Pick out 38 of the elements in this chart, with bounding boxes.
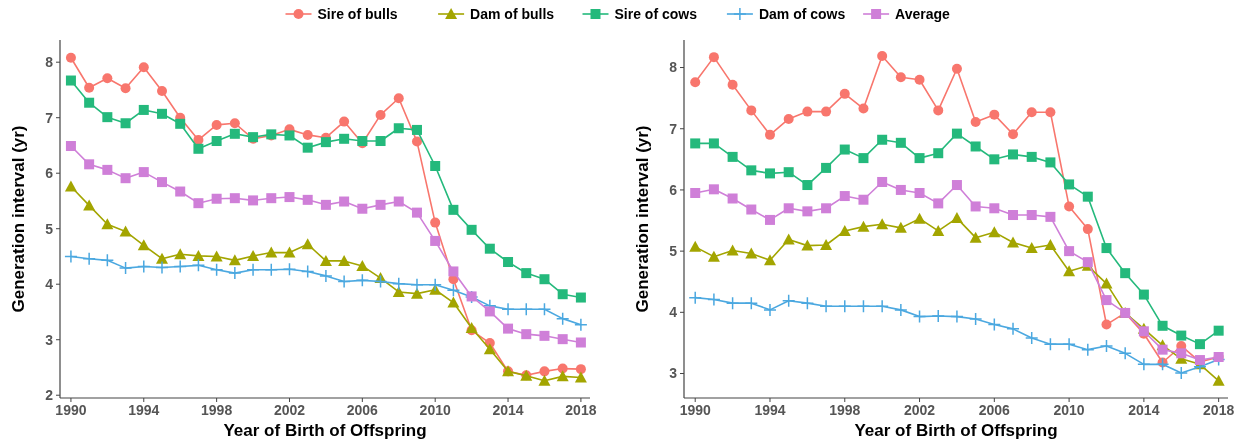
x-axis-title: Year of Birth of Offspring: [854, 421, 1058, 440]
x-tick-label: 2010: [1053, 402, 1085, 418]
x-tick-label: 1990: [679, 402, 711, 418]
y-tick-label: 6: [669, 181, 678, 198]
y-tick-label: 8: [45, 54, 54, 71]
legend-label: Dam of cows: [758, 5, 846, 22]
y-tick-label: 5: [669, 243, 678, 260]
legend-label: Dam of bulls: [470, 5, 555, 22]
y-tick-label: 7: [669, 120, 678, 137]
y-tick-label: 4: [45, 276, 54, 293]
y-tick-label: 5: [45, 220, 54, 237]
x-tick-label: 1994: [754, 402, 786, 418]
x-tick-label: 2018: [1203, 402, 1235, 418]
x-tick-label: 2006: [978, 402, 1011, 418]
y-axis-title: Generation interval (yr): [9, 125, 28, 313]
x-tick-label: 2002: [273, 402, 306, 418]
x-tick-label: 2002: [903, 402, 936, 418]
y-tick-label: 6: [45, 165, 54, 182]
x-tick-label: 1998: [201, 402, 233, 418]
legend-label: Average: [895, 5, 951, 22]
x-tick-label: 1998: [829, 402, 861, 418]
x-tick-label: 1994: [128, 402, 160, 418]
x-tick-label: 2014: [1128, 402, 1160, 418]
y-tick-label: 2: [45, 387, 54, 404]
x-tick-label: 2018: [565, 402, 597, 418]
y-tick-label: 3: [669, 365, 678, 382]
x-tick-label: 2014: [492, 402, 524, 418]
legend-label: Sire of bulls: [317, 5, 398, 22]
legend-label: Sire of cows: [614, 5, 698, 22]
x-tick-label: 2006: [346, 402, 379, 418]
y-tick-label: 7: [45, 109, 54, 126]
x-tick-label: 1990: [55, 402, 87, 418]
y-tick-label: 8: [669, 59, 678, 76]
x-axis-title: Year of Birth of Offspring: [223, 421, 427, 440]
y-tick-label: 4: [669, 304, 678, 321]
y-axis-title: Generation interval (yr): [633, 125, 652, 313]
y-tick-label: 3: [45, 331, 54, 348]
x-tick-label: 2010: [419, 402, 451, 418]
